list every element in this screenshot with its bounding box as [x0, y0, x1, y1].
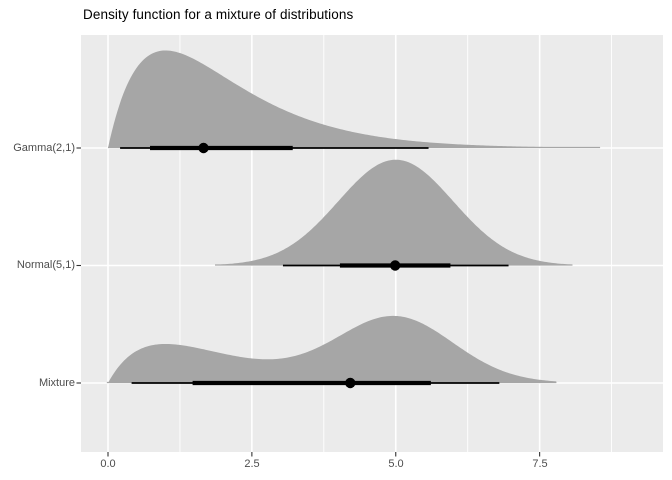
- y-axis-label-mixture: Mixture: [38, 377, 75, 389]
- density-area-2: [106, 315, 557, 383]
- interval-point-2: [345, 377, 356, 389]
- chart-title: Density function for a mixture of distri…: [83, 7, 354, 22]
- interval-point-1: [389, 260, 401, 271]
- x-axis-tick-label-3: 7.5: [532, 458, 548, 470]
- x-axis-tick-label-0: 0.0: [100, 458, 116, 470]
- x-axis-tick-label-2: 5.0: [388, 458, 404, 470]
- x-axis-tick-label-1: 2.5: [244, 458, 260, 470]
- interval-point-0: [198, 142, 209, 154]
- y-axis-label-gamma: Gamma(2,1): [13, 142, 75, 154]
- y-axis-label-normal: Normal(5,1): [16, 259, 75, 271]
- density-area-0: [108, 50, 601, 148]
- density-area-1: [215, 159, 573, 266]
